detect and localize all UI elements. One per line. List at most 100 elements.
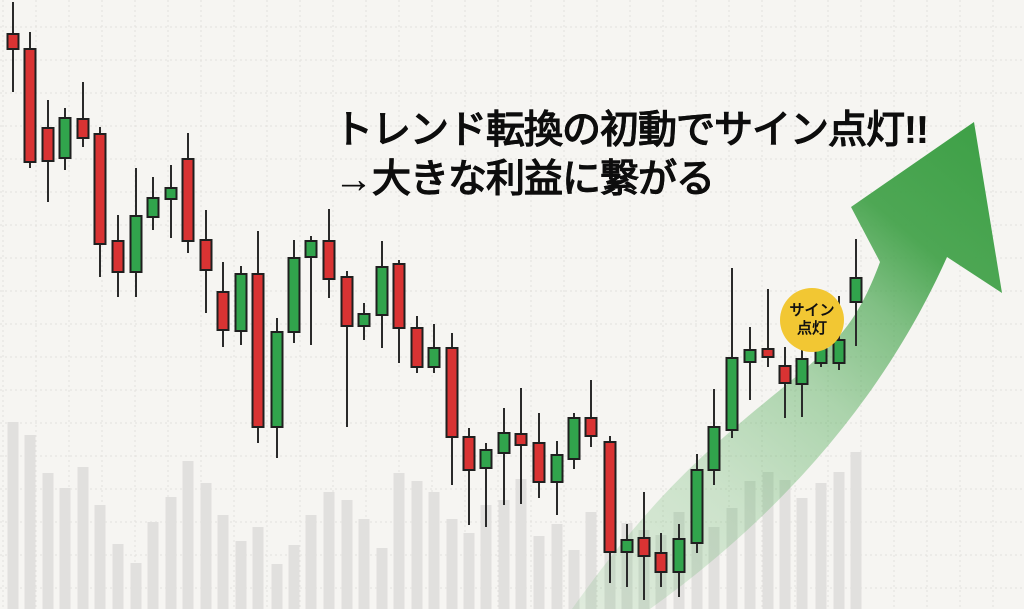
- volume-bar: [463, 533, 475, 609]
- candle-body: [164, 187, 178, 200]
- candle-up: [497, 408, 511, 505]
- candle-body: [603, 441, 617, 553]
- candle-up: [795, 347, 809, 417]
- candle-body: [58, 117, 72, 159]
- candle-body: [832, 339, 846, 364]
- candle-body: [304, 240, 318, 258]
- volume-bar: [762, 472, 774, 609]
- candle-up: [234, 266, 248, 345]
- candle-up: [725, 268, 739, 438]
- volume-bar: [411, 481, 423, 609]
- volume-bar: [428, 492, 440, 609]
- candle-down: [111, 215, 125, 297]
- candle-down: [637, 492, 651, 600]
- candle-body: [445, 347, 459, 438]
- candle-body: [216, 291, 230, 331]
- candle-up: [672, 524, 686, 597]
- candle-down: [340, 271, 354, 427]
- candle-up: [690, 454, 704, 553]
- candle-up: [270, 318, 284, 458]
- candle-body: [111, 240, 125, 273]
- volume-bar: [59, 488, 71, 609]
- candle-up: [743, 327, 757, 400]
- candle-down: [761, 289, 775, 367]
- candle-body: [672, 538, 686, 573]
- candle-down: [532, 413, 546, 498]
- candle-up: [164, 165, 178, 238]
- candle-body: [690, 469, 704, 544]
- candle-body: [322, 240, 336, 280]
- volume-bar: [235, 541, 247, 609]
- candle-body: [654, 552, 668, 573]
- volume-bar: [323, 492, 335, 609]
- headline-line2: →大きな利益に繋がる: [334, 158, 715, 201]
- volume-bar: [515, 479, 527, 609]
- candle-down: [603, 436, 617, 583]
- candle-down: [322, 209, 336, 298]
- candle-up: [479, 443, 493, 527]
- volume-bar: [726, 508, 738, 609]
- volume-bar: [24, 435, 36, 609]
- candle-body: [340, 276, 354, 327]
- volume-bar: [271, 564, 283, 609]
- candle-body: [41, 127, 55, 162]
- candle-body: [270, 331, 284, 428]
- headline: トレンド転換の初動でサイン点灯!! →大きな利益に繋がる: [334, 106, 929, 204]
- candle-body: [497, 432, 511, 454]
- candle-body: [532, 442, 546, 483]
- volume-bar: [288, 545, 300, 609]
- volume-bar: [7, 422, 19, 609]
- volume-bar: [358, 519, 370, 609]
- volume-bar: [252, 527, 264, 609]
- candle-body: [462, 436, 476, 471]
- candle-down: [199, 210, 213, 313]
- candle-body: [392, 263, 406, 329]
- candle-down: [584, 380, 598, 447]
- candle-body: [637, 537, 651, 557]
- candle-down: [462, 428, 476, 525]
- candle-body: [23, 48, 37, 163]
- candle-body: [76, 118, 90, 139]
- candle-body: [743, 349, 757, 363]
- volume-bar: [217, 515, 229, 609]
- volume-bar: [708, 527, 720, 609]
- volume-bar: [130, 563, 142, 609]
- candle-body: [181, 158, 195, 242]
- volume-bar: [200, 483, 212, 609]
- candle-up: [287, 240, 301, 343]
- candle-down: [778, 347, 792, 418]
- candle-body: [479, 449, 493, 469]
- volume-bar: [480, 505, 492, 609]
- volume-bar: [779, 480, 791, 609]
- candle-up: [849, 239, 863, 346]
- candle-down: [76, 82, 90, 147]
- candle-down: [654, 533, 668, 587]
- candle-down: [514, 388, 528, 504]
- candle-down: [23, 32, 37, 168]
- candles-layer: [6, 2, 863, 600]
- volume-bar: [498, 500, 510, 609]
- volume-bar: [112, 544, 124, 609]
- candle-body: [6, 33, 20, 50]
- volume-bar: [341, 500, 353, 609]
- signal-badge-line1: サイン: [789, 302, 835, 319]
- candle-up: [58, 108, 72, 170]
- candle-up: [567, 413, 581, 469]
- candle-up: [375, 241, 389, 348]
- candle-body: [129, 215, 143, 273]
- candle-down: [445, 333, 459, 485]
- candle-body: [146, 197, 160, 218]
- candle-up: [129, 168, 143, 297]
- headline-line1: トレンド転換の初動でサイン点灯!!: [334, 109, 929, 152]
- volume-bar: [77, 467, 89, 609]
- candle-body: [761, 348, 775, 358]
- volume-bar: [94, 505, 106, 609]
- volume-bar: [744, 481, 756, 609]
- candle-up: [357, 303, 371, 340]
- volume-bars: [7, 422, 862, 609]
- candle-body: [427, 347, 441, 368]
- candle-body: [514, 433, 528, 446]
- volume-bar: [42, 473, 54, 609]
- candle-body: [234, 273, 248, 332]
